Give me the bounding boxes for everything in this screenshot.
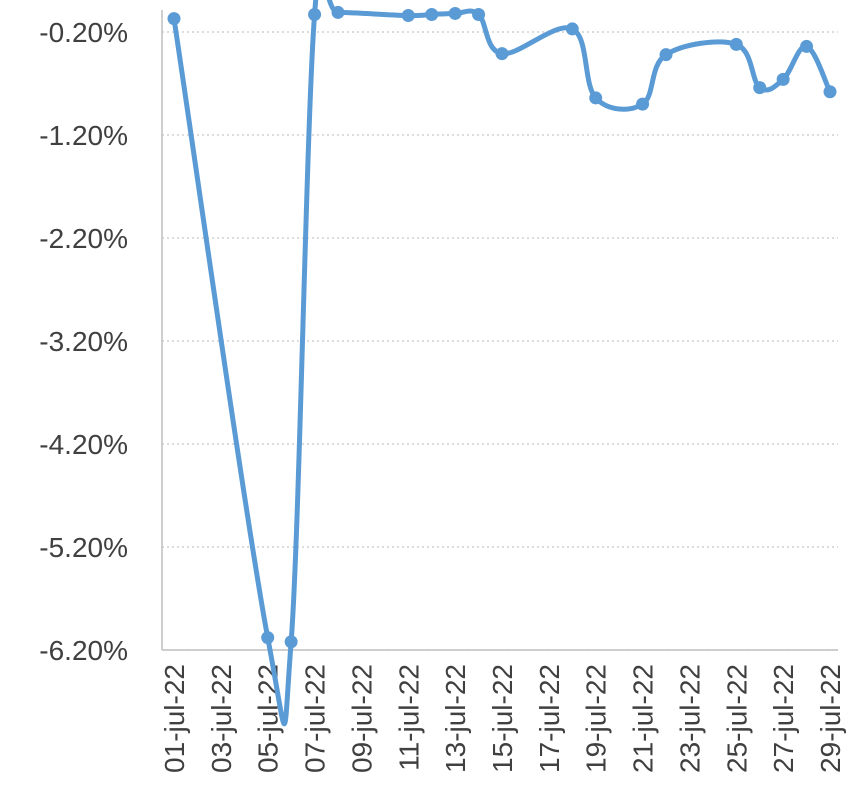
data-point-1 [261,631,275,645]
axes [161,10,838,651]
x-tick-label: 01-jul-22 [159,664,190,773]
data-point-3 [308,7,322,21]
data-point-5 [401,9,415,23]
y-tick-label: -6.20% [39,635,128,666]
gridlines [162,31,838,651]
data-point-15 [753,81,767,95]
data-point-6 [425,7,439,21]
data-point-11 [589,91,603,105]
y-tick-label: -2.20% [39,223,128,254]
x-tick-label: 25-jul-22 [721,664,752,773]
x-tick-label: 09-jul-22 [346,664,377,773]
data-point-0 [167,12,181,26]
x-tick-label: 07-jul-22 [300,664,331,773]
data-point-17 [800,39,814,53]
data-point-18 [823,85,837,99]
x-tick-label: 15-jul-22 [487,664,518,773]
data-point-10 [565,22,579,36]
x-tick-label: 11-jul-22 [393,664,424,771]
x-tick-label: 29-jul-22 [815,664,846,773]
x-tick-label: 27-jul-22 [768,664,799,773]
y-tick-label: -1.20% [39,120,128,151]
data-point-7 [448,6,462,20]
x-tick-label: 23-jul-22 [674,664,705,773]
x-axis-labels: 01-jul-22 03-jul-22 05-jul-22 07-jul-22 09-j… [159,664,846,773]
x-tick-label: 03-jul-22 [206,664,237,773]
data-point-13 [659,48,673,62]
y-tick-label: -0.20% [39,17,128,48]
data-series [167,0,837,727]
y-tick-label: -3.20% [39,326,128,357]
x-tick-label: 21-jul-22 [628,664,659,773]
x-tick-label: 17-jul-22 [534,664,565,773]
data-point-12 [636,97,650,111]
data-point-4 [331,5,345,19]
y-tick-label: -4.20% [39,429,128,460]
x-tick-label: 13-jul-22 [440,664,471,773]
x-tick-label: 19-jul-22 [581,664,612,773]
x-tick-label: 05-jul-22 [253,664,284,773]
data-point-16 [776,72,790,86]
data-point-9 [495,47,509,61]
data-point-2 [284,635,298,649]
y-tick-label: -5.20% [39,532,128,563]
data-point-8 [472,7,486,21]
series-line-0 [171,0,833,727]
data-point-14 [729,37,743,51]
y-axis-labels: -0.20% -1.20% -2.20% -3.20% -4.20% -5.20% -6.2… [39,17,128,666]
